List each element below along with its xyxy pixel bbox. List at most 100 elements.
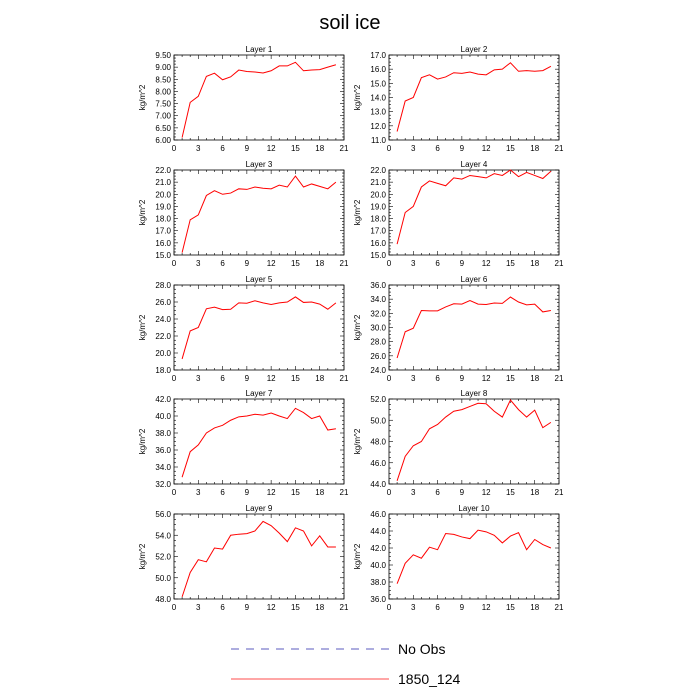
plot-frame [173,284,345,371]
y-tick-label: 13.0 [370,108,386,117]
y-tick-label: 54.0 [155,531,171,540]
y-tick-label: 15.0 [155,251,171,260]
y-tick-label: 52.0 [370,395,386,404]
x-tick-label: 15 [291,144,300,153]
y-tick-label: 11.0 [371,136,387,145]
plot-frame [388,284,560,371]
x-tick-label: 21 [555,374,564,383]
x-tick-label: 9 [460,374,465,383]
x-tick-label: 18 [315,144,324,153]
x-tick-label: 9 [245,259,250,268]
y-tick-label: 22.0 [155,166,171,175]
y-tick-label: 32.0 [155,480,171,489]
x-tick-label: 21 [340,144,349,153]
x-tick-label: 15 [506,488,515,497]
x-tick-label: 6 [220,259,225,268]
figure-title: soil ice [319,12,380,34]
x-tick-label: 12 [482,488,491,497]
panel-title: Layer 7 [246,389,273,398]
panel-layer-6: Layer 6 kg/m^2 0 3 6 9 12 15 18 21 24.0 26.0 28.0 30.… [353,275,564,383]
panel-title: Layer 1 [246,45,273,54]
x-tick-label: 18 [315,259,324,268]
y-tick-label: 15.0 [370,251,386,260]
x-tick-label: 21 [555,488,564,497]
y-tick-label: 15.0 [370,79,386,88]
y-tick-label: 18.0 [155,215,171,224]
x-tick-label: 6 [435,603,440,612]
y-tick-label: 30.0 [370,324,386,333]
x-tick-label: 15 [291,259,300,268]
x-tick-label: 12 [482,374,491,383]
x-tick-label: 9 [245,488,250,497]
y-tick-label: 17.0 [370,227,386,236]
series-line-1850-124 [396,529,552,584]
y-tick-label: 40.0 [370,561,386,570]
y-axis-label: kg/m^2 [138,314,147,340]
panel-title: Layer 6 [461,275,488,284]
y-tick-label: 24.0 [370,366,386,375]
y-tick-label: 18.0 [370,215,386,224]
legend-label-no-obs: No Obs [398,641,445,657]
y-axis-label: kg/m^2 [353,428,362,454]
x-tick-label: 15 [506,374,515,383]
panel-layer-4: Layer 4 kg/m^2 0 3 6 9 12 15 18 21 15.0 16.0 17.0 18.… [353,160,564,268]
y-tick-label: 56.0 [155,510,171,519]
y-tick-label: 7.00 [155,112,171,121]
x-tick-label: 9 [460,603,465,612]
x-tick-label: 9 [460,488,465,497]
x-tick-label: 21 [340,488,349,497]
panel-title: Layer 4 [461,160,488,169]
x-tick-label: 21 [340,259,349,268]
y-tick-label: 8.50 [155,75,171,84]
x-tick-label: 18 [315,603,324,612]
x-tick-label: 0 [172,488,177,497]
y-tick-label: 46.0 [370,459,386,468]
panel-title: Layer 5 [246,275,273,284]
x-tick-label: 12 [267,603,276,612]
y-tick-label: 50.0 [155,574,171,583]
y-tick-label: 21.0 [155,178,171,187]
y-tick-label: 8.00 [155,87,171,96]
x-tick-label: 0 [387,488,392,497]
y-tick-label: 34.0 [370,295,386,304]
x-tick-label: 9 [460,259,465,268]
x-tick-label: 18 [530,603,539,612]
plot-frame [388,169,560,256]
x-tick-label: 21 [555,144,564,153]
x-tick-label: 3 [411,603,416,612]
y-tick-label: 42.0 [155,395,171,404]
y-tick-label: 9.00 [155,63,171,72]
x-tick-label: 3 [196,144,201,153]
y-tick-label: 38.0 [155,429,171,438]
panel-layer-1: Layer 1 kg/m^2 0 3 6 9 12 15 18 21 6.00 6.50 7.00 7.5… [138,45,349,153]
panel-title: Layer 8 [461,389,488,398]
x-tick-label: 0 [172,259,177,268]
legend-label-1850-124: 1850_124 [398,671,461,687]
series-line-1850-124 [396,62,552,132]
y-tick-label: 19.0 [370,202,386,211]
x-tick-label: 3 [411,488,416,497]
x-tick-label: 21 [555,259,564,268]
y-tick-label: 46.0 [370,510,386,519]
x-tick-label: 21 [340,374,349,383]
y-tick-label: 17.0 [155,227,171,236]
y-tick-label: 32.0 [370,309,386,318]
panel-title: Layer 10 [458,504,490,513]
x-tick-label: 3 [411,374,416,383]
y-tick-label: 28.0 [155,281,171,290]
x-tick-label: 12 [267,259,276,268]
y-tick-label: 40.0 [155,412,171,421]
x-tick-label: 12 [482,603,491,612]
plot-frame [388,54,560,141]
x-tick-label: 9 [245,374,250,383]
y-tick-label: 28.0 [370,338,386,347]
y-tick-label: 6.50 [155,124,171,133]
x-tick-label: 6 [220,374,225,383]
x-tick-label: 18 [530,488,539,497]
y-tick-label: 52.0 [155,553,171,562]
y-tick-label: 44.0 [370,480,386,489]
y-tick-label: 19.0 [155,202,171,211]
y-tick-label: 12.0 [370,122,386,131]
y-tick-label: 20.0 [155,349,171,358]
x-tick-label: 18 [530,259,539,268]
